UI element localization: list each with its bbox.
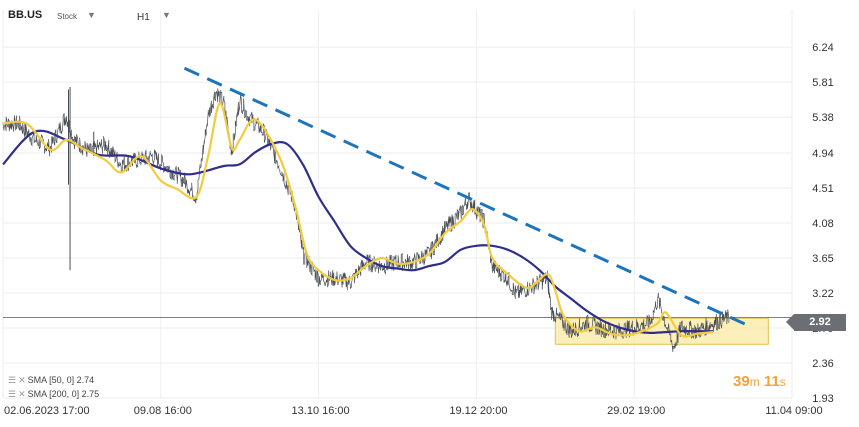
price-series-line [2,88,730,353]
y-tick-label: 5.38 [812,112,833,124]
timer-minutes-unit: m [749,375,760,389]
x-tick-label: 19.12 20:00 [449,405,507,417]
x-tick-label: 02.06.2023 17:00 [4,405,90,417]
y-tick-label: 3.22 [812,288,833,300]
y-tick-label: 5.81 [812,77,833,89]
y-tick-label: 4.51 [812,183,833,195]
y-tick-label: 4.08 [812,218,833,230]
x-tick-label: 11.04 09:00 [765,405,822,417]
downtrend-line [183,66,746,326]
chart-series [2,86,730,353]
close-icon[interactable]: ✕ [18,389,26,399]
timeframe-dropdown-icon[interactable]: ▼ [162,10,171,20]
symbol-label[interactable]: BB.US [8,9,43,21]
x-tick-label: 09.08 16:00 [134,405,192,417]
chart-gridlines [2,10,796,399]
x-tick-label: 29.02 19:00 [607,405,665,417]
timer-minutes: 39 [733,373,750,390]
y-tick-label: 2.36 [812,358,833,370]
y-tick-label: 6.24 [812,42,833,54]
timeframe-label[interactable]: H1 [137,12,150,23]
candle-countdown-timer: 39m 11s [733,373,786,390]
y-axis: 6.245.815.384.944.514.083.653.222.792.36… [812,42,833,405]
timer-seconds: 11 [763,373,780,390]
current-price-tag: 2.92 [786,314,846,331]
settings-list-icon[interactable]: ☰ [8,389,17,399]
y-tick-label: 4.94 [812,148,833,160]
y-tick-label: 1.93 [812,393,833,405]
timer-seconds-unit: s [779,375,786,389]
symbol-dropdown-icon[interactable]: ▼ [87,10,96,20]
sma200-line [2,129,714,335]
sma50-line [2,102,714,338]
legend-sma200-label: SMA [200, 0] 2.75 [27,389,100,399]
x-axis: 02.06.2023 17:00 09.08 16:00 13.10 16:00 19… [4,405,823,417]
legend-sma50[interactable]: ☰ ✕ SMA [50, 0] 2.74 [8,375,94,386]
settings-list-icon[interactable]: ☰ [8,375,17,385]
legend-sma200[interactable]: ☰ ✕ SMA [200, 0] 2.75 [8,389,99,400]
y-tick-label: 3.65 [812,253,833,265]
close-icon[interactable]: ✕ [18,375,26,385]
legend-sma50-label: SMA [50, 0] 2.74 [27,375,95,385]
instrument-type-label: Stock [57,12,78,21]
trendline-segment [183,66,746,326]
x-tick-label: 13.10 16:00 [292,405,350,417]
